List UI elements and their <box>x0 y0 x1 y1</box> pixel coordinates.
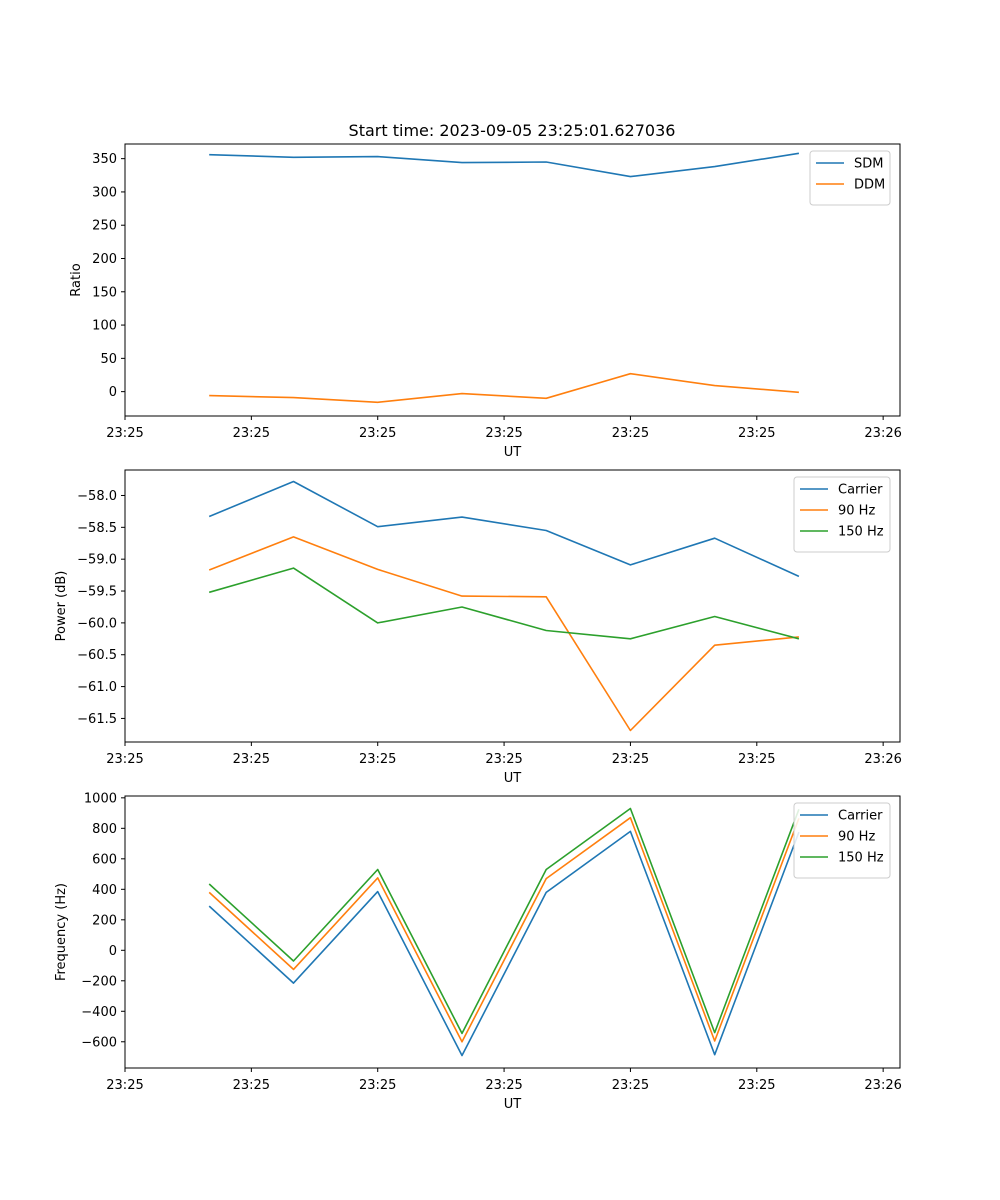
frequency-legend-label-90-hz: 90 Hz <box>838 830 875 845</box>
ratio-x-tick-label: 23:25 <box>233 426 270 441</box>
power-plot-area <box>125 470 900 742</box>
power-y-axis-label: Power (dB) <box>54 571 69 642</box>
frequency-y-axis-label: Frequency (Hz) <box>54 883 69 981</box>
power-y-tick-label: −61.0 <box>77 680 117 695</box>
power-y-tick-label: −61.5 <box>77 712 117 727</box>
power-y-tick-label: −59.5 <box>77 585 117 600</box>
frequency-y-tick-label: −400 <box>81 1005 117 1020</box>
ratio-plot-area <box>125 144 900 416</box>
figure-title: Start time: 2023-09-05 23:25:01.627036 <box>349 121 676 140</box>
ratio-series-line-ddm <box>209 372 799 404</box>
frequency-x-tick-label: 23:25 <box>485 1078 522 1093</box>
ratio-x-tick-label: 23:25 <box>612 426 649 441</box>
power-series-line-90-hz <box>208 536 799 732</box>
ratio-y-tick-label: 200 <box>92 252 117 267</box>
power-legend-box <box>793 476 891 553</box>
power-x-tick-label: 23:25 <box>233 752 270 767</box>
frequency-y-tick-label: −200 <box>81 974 117 989</box>
power-x-tick-label: 23:25 <box>359 752 396 767</box>
power-x-tick-label: 23:26 <box>864 752 901 767</box>
power-y-tick-label: −58.5 <box>77 521 117 536</box>
ratio-y-tick-label: 0 <box>109 385 117 400</box>
ratio-legend-label-sdm: SDM <box>854 157 883 172</box>
ratio-y-tick-label: 300 <box>92 185 117 200</box>
frequency-y-tick-label: −600 <box>81 1035 117 1050</box>
frequency-x-tick-label: 23:25 <box>106 1078 143 1093</box>
ratio-y-tick-label: 50 <box>100 352 117 367</box>
power-panel: 23:25 23:25 23:25 23:25 23:25 23:25 23:26 −58.0… <box>54 469 902 786</box>
frequency-x-axis-label: UT <box>504 1097 522 1112</box>
power-x-axis-label: UT <box>504 771 522 786</box>
ratio-x-tick-label: 23:26 <box>864 426 901 441</box>
frequency-x-tick-label: 23:25 <box>233 1078 270 1093</box>
frequency-series-line-150-hz <box>208 807 800 1035</box>
frequency-legend-label-150-hz: 150 Hz <box>838 851 884 866</box>
power-legend-label-carrier: Carrier <box>838 483 883 498</box>
frequency-panel: 23:25 23:25 23:25 23:25 23:25 23:25 23:26 1000 8… <box>54 791 902 1112</box>
power-y-tick-label: −60.0 <box>77 616 117 631</box>
frequency-legend-box <box>793 802 891 879</box>
power-legend-label-150-hz: 150 Hz <box>838 525 884 540</box>
power-x-tick-label: 23:25 <box>738 752 775 767</box>
frequency-legend-label-carrier: Carrier <box>838 809 883 824</box>
frequency-plot-area <box>125 796 900 1068</box>
power-axes-frame <box>124 469 901 743</box>
power-series-line-carrier <box>208 480 800 578</box>
ratio-y-tick-label: 100 <box>92 319 117 334</box>
frequency-axes-frame <box>124 795 901 1069</box>
power-y-tick-label: −58.0 <box>77 489 117 504</box>
frequency-y-tick-label: 400 <box>92 883 117 898</box>
ratio-y-tick-label: 250 <box>92 219 117 234</box>
frequency-y-tick-label: 800 <box>92 822 117 837</box>
frequency-y-tick-label: 0 <box>109 944 117 959</box>
ratio-y-tick-label: 350 <box>92 152 117 167</box>
power-y-tick-label: −59.0 <box>77 553 117 568</box>
frequency-x-tick-label: 23:25 <box>738 1078 775 1093</box>
ratio-axes-frame <box>124 143 901 417</box>
frequency-x-tick-label: 23:25 <box>612 1078 649 1093</box>
frequency-series-line-carrier <box>208 830 800 1057</box>
ratio-x-tick-label: 23:25 <box>485 426 522 441</box>
ratio-y-axis-label: Ratio <box>69 263 84 296</box>
ratio-x-tick-label: 23:25 <box>359 426 396 441</box>
power-legend-label-90-hz: 90 Hz <box>838 504 875 519</box>
ratio-x-tick-label: 23:25 <box>738 426 775 441</box>
frequency-series-line-90-hz <box>208 816 800 1043</box>
frequency-x-tick-label: 23:26 <box>864 1078 901 1093</box>
ratio-x-axis-label: UT <box>504 445 522 460</box>
frequency-y-tick-label: 200 <box>92 913 117 928</box>
ratio-panel: 23:25 23:25 23:25 23:25 23:25 23:25 23:26 0 50 10… <box>69 143 902 460</box>
power-x-tick-label: 23:25 <box>612 752 649 767</box>
power-x-tick-label: 23:25 <box>106 752 143 767</box>
ratio-legend-box <box>809 150 891 206</box>
ratio-series-line-sdm <box>209 152 800 178</box>
frequency-y-tick-label: 1000 <box>84 791 117 806</box>
frequency-y-tick-label: 600 <box>92 852 117 867</box>
power-series-line-150-hz <box>208 567 800 640</box>
power-x-tick-label: 23:25 <box>485 752 522 767</box>
ratio-x-tick-label: 23:25 <box>106 426 143 441</box>
ratio-y-tick-label: 150 <box>92 285 117 300</box>
ratio-legend-label-ddm: DDM <box>854 178 885 193</box>
frequency-x-tick-label: 23:25 <box>359 1078 396 1093</box>
power-y-tick-label: −60.5 <box>77 648 117 663</box>
